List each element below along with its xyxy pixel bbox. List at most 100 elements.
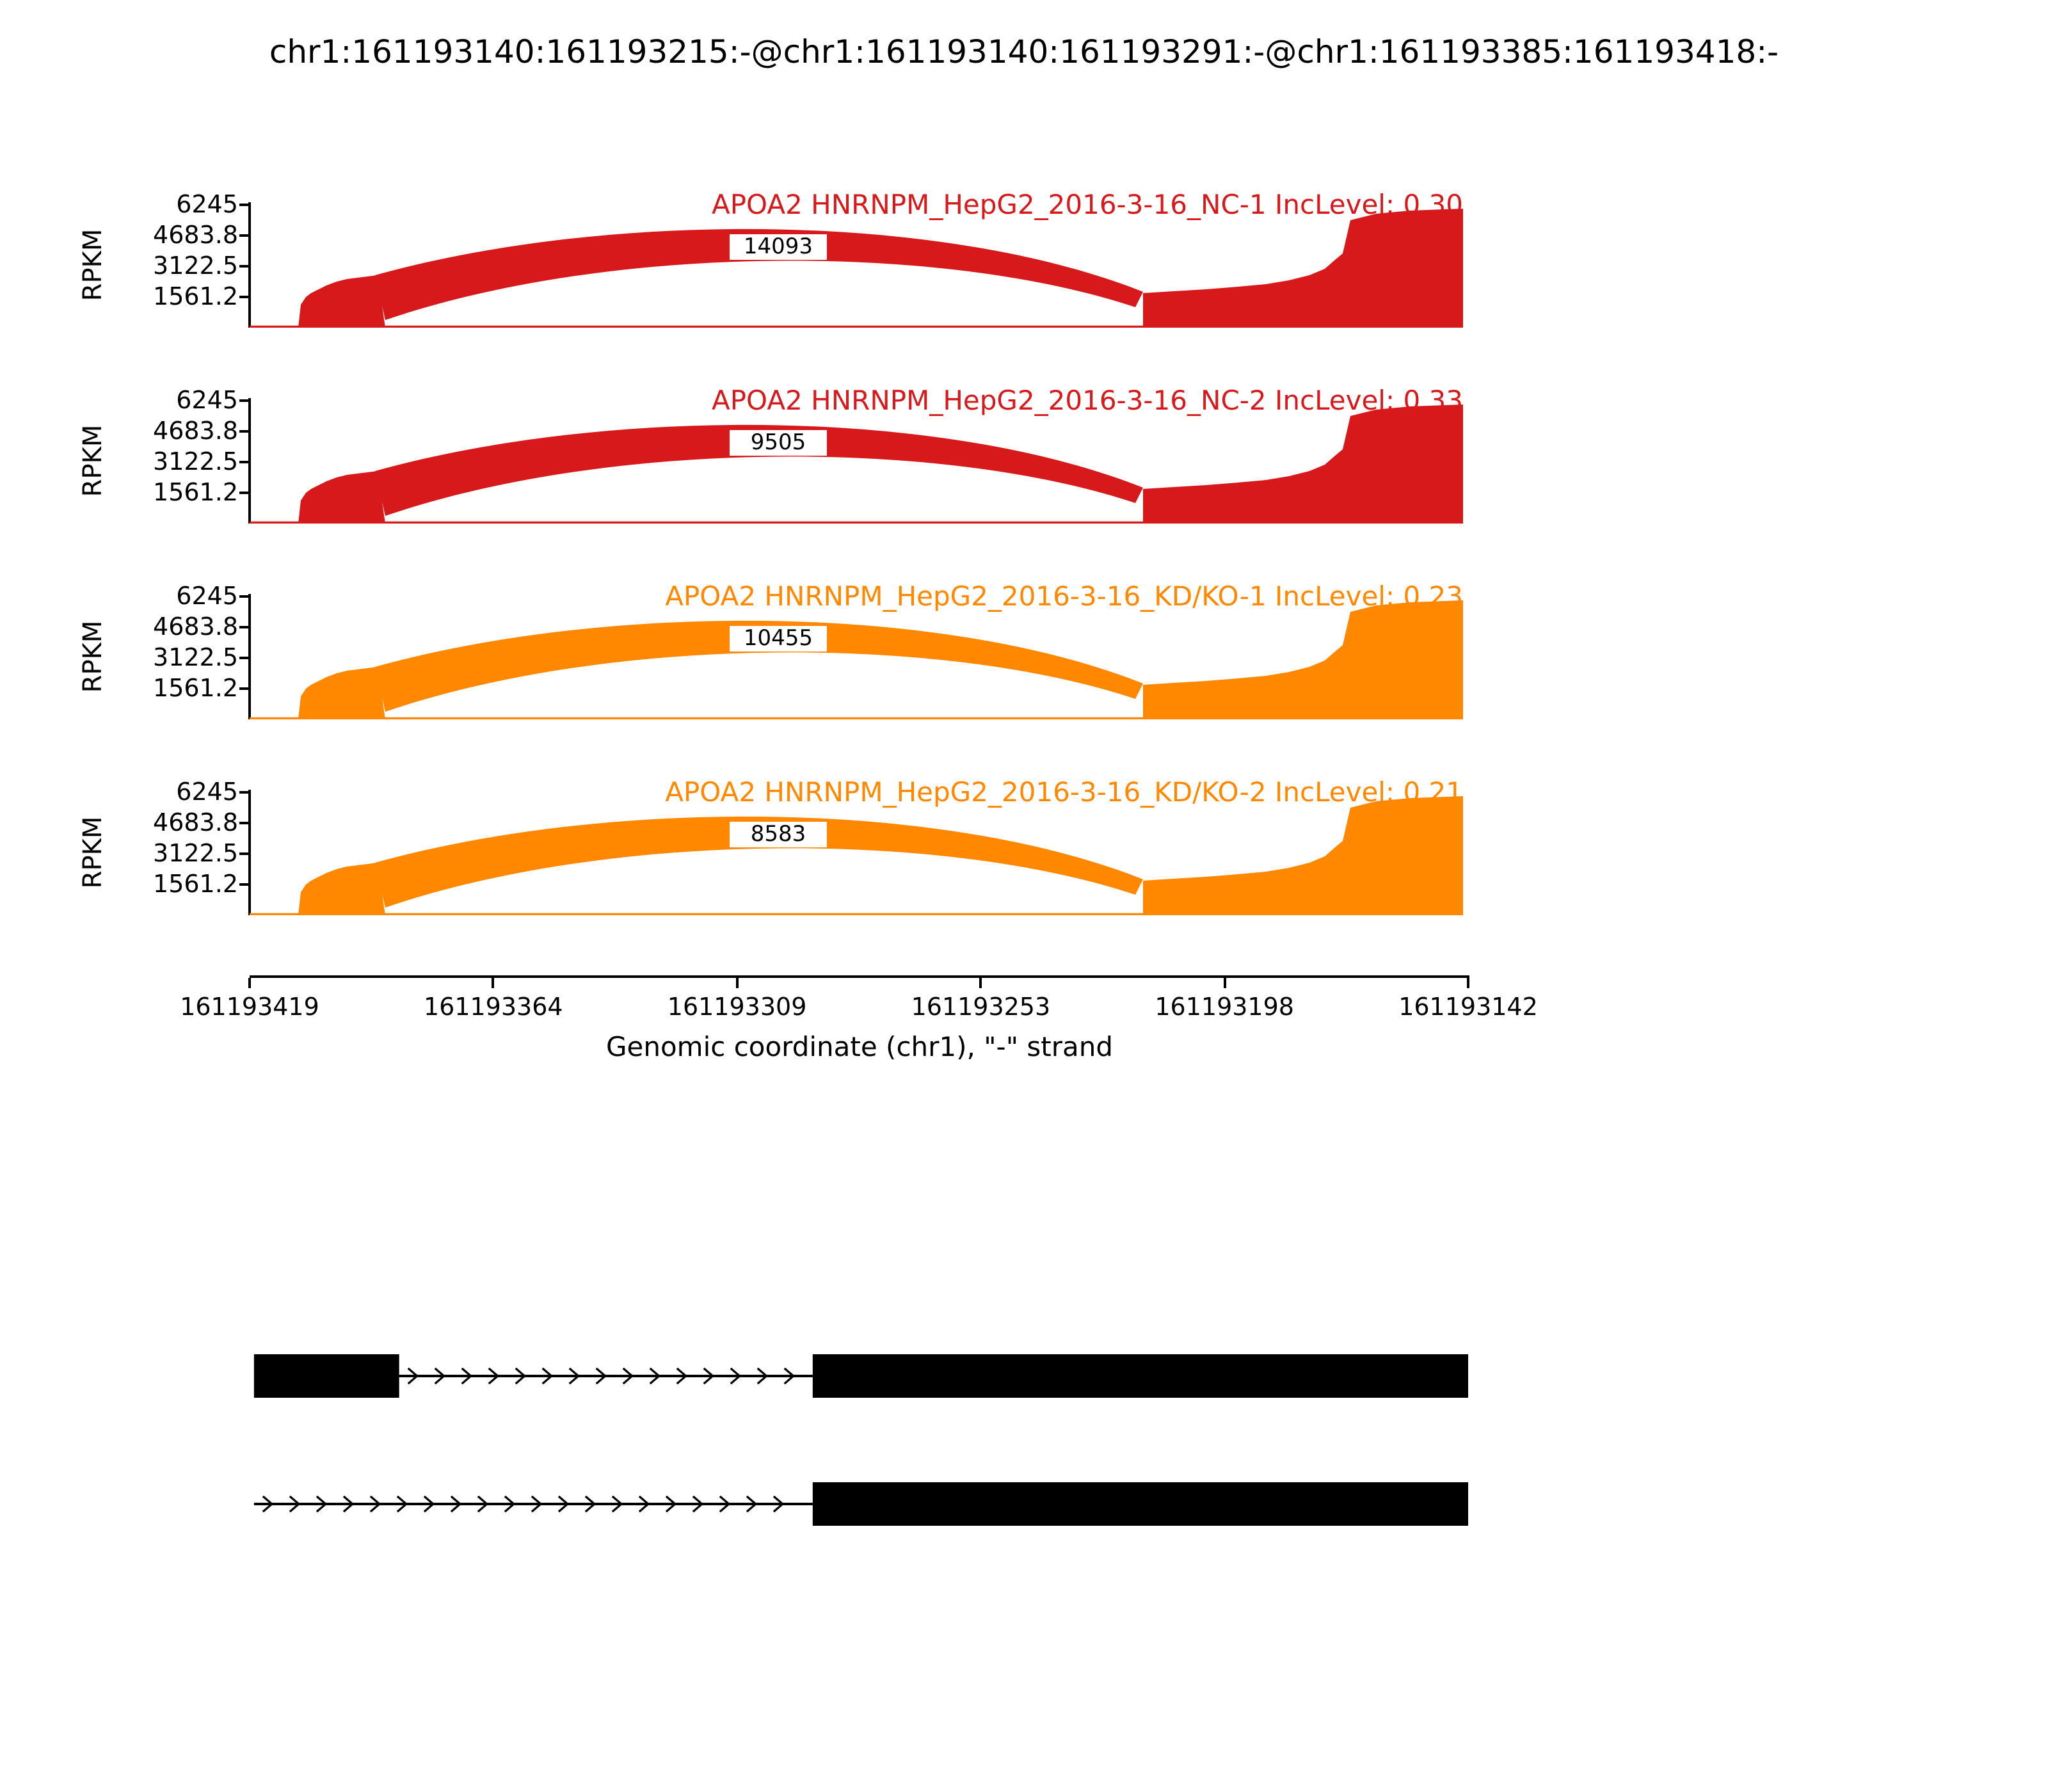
isoform-strand-arrow-icon bbox=[541, 1367, 554, 1385]
y-tick-label: 4683.8 bbox=[153, 221, 238, 250]
sashimi-track: RPKM 6245 4683.8 3122.5 1561.2 APOA2 HNR… bbox=[0, 581, 2048, 780]
isoform-strand-arrow-icon bbox=[568, 1367, 580, 1385]
x-tick-label: 161193142 bbox=[1398, 993, 1538, 1021]
x-tick-mark bbox=[248, 978, 251, 988]
x-tick-label: 161193198 bbox=[1155, 993, 1294, 1021]
x-tick-mark bbox=[1467, 978, 1469, 988]
isoform-strand-arrow-icon bbox=[450, 1495, 462, 1513]
y-axis-title: RPKM bbox=[77, 424, 108, 497]
sashimi-track: RPKM 6245 4683.8 3122.5 1561.2 APOA2 HNR… bbox=[0, 385, 2048, 584]
y-axis-title: RPKM bbox=[77, 816, 108, 889]
sashimi-track: RPKM 6245 4683.8 3122.5 1561.2 APOA2 HNR… bbox=[0, 777, 2048, 975]
junction-count-label: 10455 bbox=[730, 626, 827, 652]
x-axis-line bbox=[250, 975, 1469, 978]
x-tick-mark bbox=[979, 978, 982, 988]
isoform-strand-arrow-icon bbox=[746, 1495, 758, 1513]
isoform-strand-arrow-icon bbox=[783, 1367, 796, 1385]
isoform-strand-arrow-icon bbox=[622, 1367, 634, 1385]
coverage-right-exon bbox=[1143, 404, 1463, 524]
isoform-strand-arrow-icon bbox=[342, 1495, 355, 1513]
y-tick-label: 6245 bbox=[176, 582, 238, 611]
isoform-strand-arrow-icon bbox=[719, 1495, 731, 1513]
y-tick-label: 3122.5 bbox=[153, 252, 238, 280]
x-tick-label: 161193364 bbox=[423, 993, 563, 1021]
isoform-strand-arrow-icon bbox=[515, 1367, 527, 1385]
isoform-exon-block bbox=[812, 1482, 1468, 1526]
isoform-strand-arrow-icon bbox=[531, 1495, 543, 1513]
y-tick-label: 3122.5 bbox=[153, 644, 238, 672]
isoform-strand-arrow-icon bbox=[756, 1367, 769, 1385]
y-tick-label: 1561.2 bbox=[153, 675, 238, 703]
isoform-strand-arrow-icon bbox=[584, 1495, 596, 1513]
x-tick-label: 161193253 bbox=[911, 993, 1051, 1021]
isoform-strand-arrow-icon bbox=[407, 1367, 419, 1385]
y-tick-label: 6245 bbox=[176, 778, 238, 806]
x-axis-label: Genomic coordinate (chr1), "-" strand bbox=[605, 1032, 1114, 1062]
junction-arc bbox=[375, 424, 1143, 516]
isoform-exon-block bbox=[253, 1354, 399, 1398]
y-tick-label: 3122.5 bbox=[153, 448, 238, 476]
isoform-strand-arrow-icon bbox=[396, 1495, 408, 1513]
isoform-strand-arrow-icon bbox=[289, 1495, 301, 1513]
isoform-strand-arrow-icon bbox=[638, 1495, 650, 1513]
isoform-strand-arrow-icon bbox=[461, 1367, 473, 1385]
x-tick-mark bbox=[492, 978, 495, 988]
tracks-container: RPKM 6245 4683.8 3122.5 1561.2 APOA2 HNR… bbox=[0, 189, 2048, 975]
figure-title: chr1:161193140:161193215:-@chr1:16119314… bbox=[269, 33, 1779, 70]
isoform-strand-arrow-icon bbox=[477, 1495, 489, 1513]
track-title: APOA2 HNRNPM_HepG2_2016-3-16_KD/KO-1 Inc… bbox=[665, 581, 1463, 612]
x-tick-label: 161193419 bbox=[180, 993, 319, 1021]
isoform-exon-block bbox=[812, 1354, 1468, 1398]
y-tick-label: 4683.8 bbox=[153, 809, 238, 837]
x-axis: 161193419 161193364 161193309 161193253 1611… bbox=[0, 975, 2048, 1078]
coverage-right-exon bbox=[1143, 600, 1463, 719]
isoform-strand-arrow-icon bbox=[423, 1495, 435, 1513]
track-title: APOA2 HNRNPM_HepG2_2016-3-16_NC-1 IncLev… bbox=[711, 189, 1463, 220]
isoform-strand-arrow-icon bbox=[316, 1495, 328, 1513]
junction-count-label: 8583 bbox=[730, 822, 827, 847]
isoform-strand-arrow-icon bbox=[730, 1367, 742, 1385]
junction-arc bbox=[375, 816, 1143, 908]
coverage-plot bbox=[239, 594, 1463, 719]
y-axis-title: RPKM bbox=[77, 228, 108, 301]
sashimi-track: RPKM 6245 4683.8 3122.5 1561.2 APOA2 HNR… bbox=[0, 189, 2048, 388]
track-title: APOA2 HNRNPM_HepG2_2016-3-16_KD/KO-2 Inc… bbox=[665, 777, 1463, 808]
y-axis-title: RPKM bbox=[77, 620, 108, 693]
isoform-strand-arrow-icon bbox=[676, 1367, 688, 1385]
isoform-strand-arrow-icon bbox=[692, 1495, 704, 1513]
coverage-plot bbox=[239, 202, 1463, 328]
x-tick-mark bbox=[1223, 978, 1226, 988]
junction-count-label: 9505 bbox=[730, 430, 827, 456]
isoform-strand-arrow-icon bbox=[488, 1367, 500, 1385]
isoform-strand-arrow-icon bbox=[369, 1495, 381, 1513]
isoform-strand-arrow-icon bbox=[649, 1367, 661, 1385]
coverage-left-exon bbox=[298, 275, 385, 328]
coverage-left-exon bbox=[298, 471, 385, 524]
junction-arc bbox=[375, 228, 1143, 320]
y-tick-label: 4683.8 bbox=[153, 613, 238, 641]
y-tick-label: 3122.5 bbox=[153, 840, 238, 868]
isoform-strand-arrow-icon bbox=[557, 1495, 570, 1513]
coverage-plot bbox=[239, 790, 1463, 915]
y-tick-label: 6245 bbox=[176, 191, 238, 219]
y-tick-label: 1561.2 bbox=[153, 870, 238, 899]
y-tick-label: 1561.2 bbox=[153, 479, 238, 507]
isoform-strand-arrow-icon bbox=[665, 1495, 677, 1513]
coverage-plot bbox=[239, 398, 1463, 524]
x-tick-mark bbox=[735, 978, 739, 988]
y-tick-label: 4683.8 bbox=[153, 417, 238, 445]
coverage-left-exon bbox=[298, 863, 385, 915]
isoform-strand-arrow-icon bbox=[772, 1495, 785, 1513]
coverage-right-exon bbox=[1143, 209, 1463, 328]
y-tick-label: 6245 bbox=[176, 387, 238, 415]
isoform-strand-arrow-icon bbox=[703, 1367, 715, 1385]
isoform-diagram bbox=[253, 1354, 1468, 1526]
coverage-left-exon bbox=[298, 667, 385, 719]
isoform-strand-arrow-icon bbox=[595, 1367, 607, 1385]
track-title: APOA2 HNRNPM_HepG2_2016-3-16_NC-2 IncLev… bbox=[711, 385, 1463, 416]
junction-count-label: 14093 bbox=[730, 234, 827, 260]
coverage-right-exon bbox=[1143, 796, 1463, 915]
y-tick-label: 1561.2 bbox=[153, 283, 238, 311]
isoform-strand-arrow-icon bbox=[504, 1495, 516, 1513]
